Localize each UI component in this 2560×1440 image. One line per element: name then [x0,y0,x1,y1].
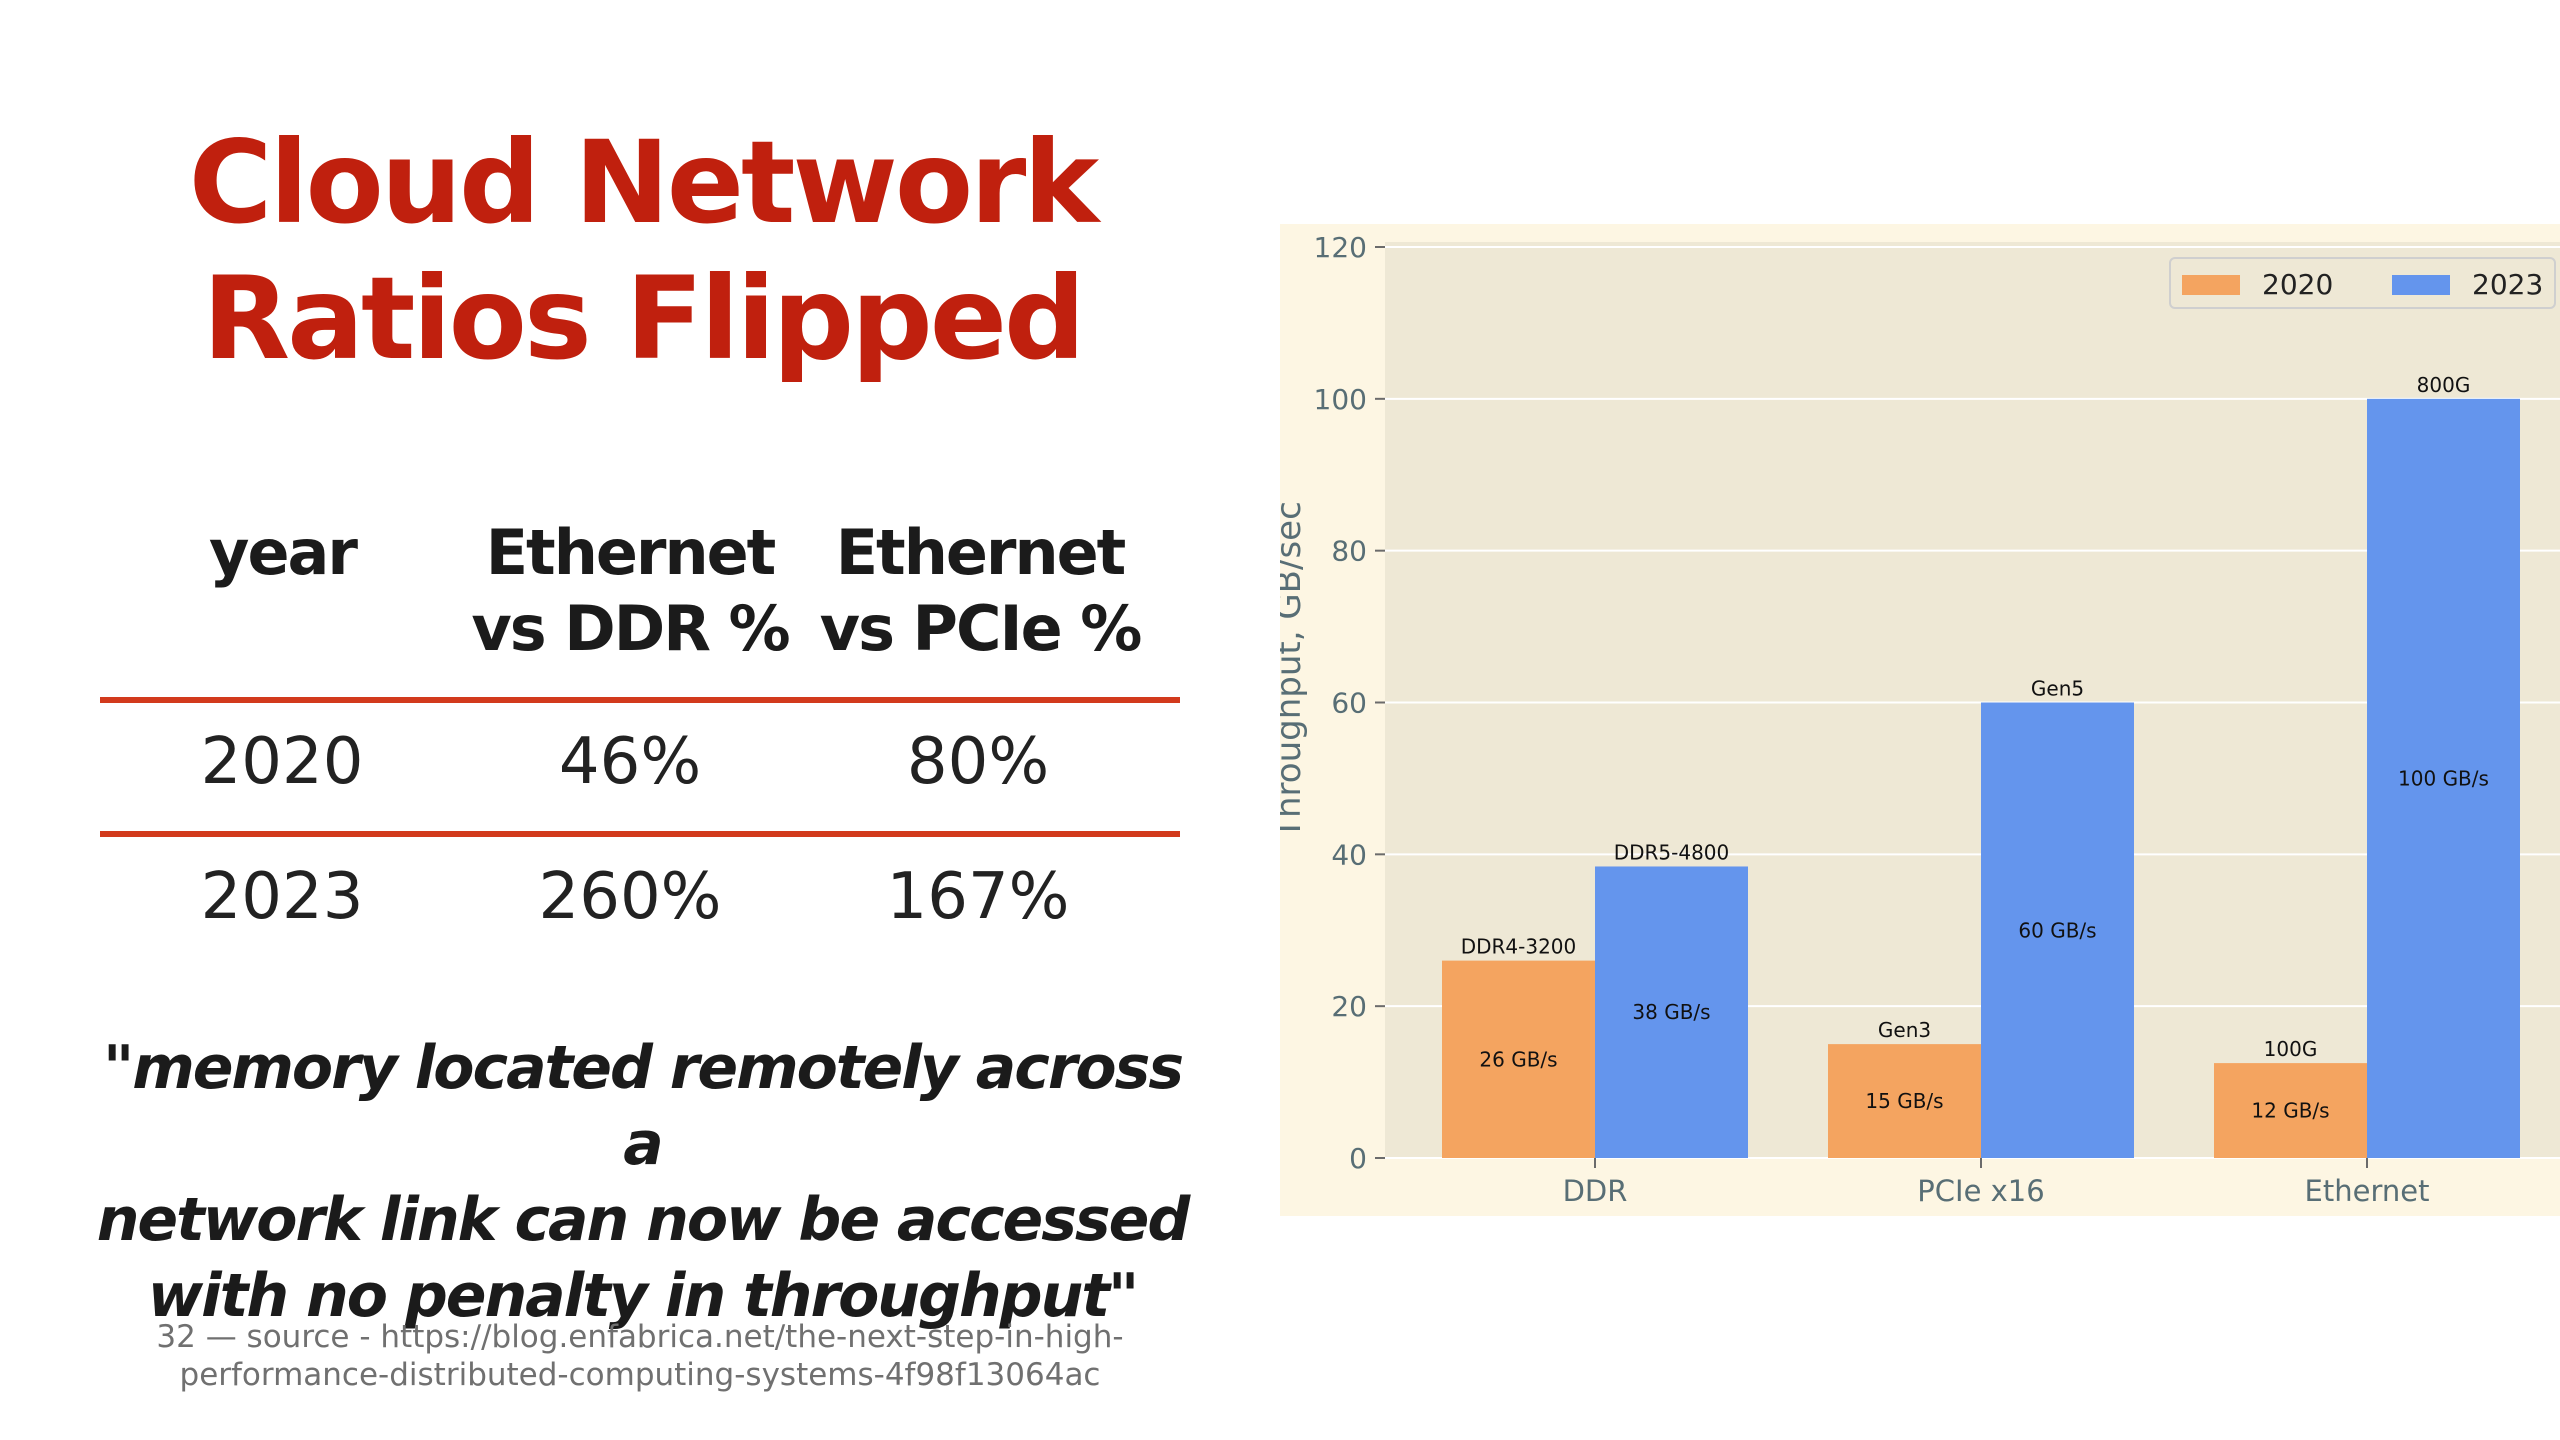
legend-swatch [2392,275,2450,295]
legend-box [2169,257,2556,309]
table-divider [100,697,1180,703]
quote-line-3: with no penalty in throughput" [147,1261,1140,1331]
table-cell-year: 2020 [200,725,364,799]
quote: "memory located remotely across a networ… [80,1030,1205,1334]
slide-title: Cloud Network Ratios Flipped [40,115,1245,387]
table-header-line: Ethernet [485,516,777,589]
bar-2023-ddr [1595,866,1748,1158]
bar-top-label: Gen5 [2031,677,2084,701]
bar-value-label: 26 GB/s [1479,1047,1557,1071]
y-tick-label: 100 [1314,383,1367,416]
quote-line-1: "memory located remotely across a [102,1033,1184,1179]
slide-title-line-1: Cloud Network [188,116,1099,249]
y-tick-label: 80 [1331,535,1367,568]
y-tick-label: 40 [1331,838,1367,871]
table-header-ethernet-vs-ddr: Ethernet vs DDR % [455,515,805,667]
bar-value-label: 15 GB/s [1865,1089,1943,1113]
bar-value-label: 12 GB/s [2251,1099,2329,1123]
legend-swatch [2182,275,2240,295]
source-citation: 32 — source - https://blog.enfabrica.net… [120,1318,1160,1394]
table-header-year: year [140,515,425,591]
y-tick-label: 20 [1331,990,1367,1023]
x-tick-label: PCIe x16 [1917,1174,2044,1208]
table-header-line: Ethernet [835,516,1127,589]
bar-2020-pcie-x16 [1828,1044,1981,1158]
bar-value-label: 38 GB/s [1632,1000,1710,1024]
table-cell-ddr-ratio: 260% [538,860,722,934]
bar-2020-ddr [1442,960,1595,1158]
source-line-2: performance-distributed-computing-system… [179,1357,1101,1393]
bar-2023-pcie-x16 [1981,702,2134,1158]
source-line-1: 32 — source - https://blog.enfabrica.net… [156,1319,1124,1355]
table-header-ethernet-vs-pcie: Ethernet vs PCIe % [810,515,1150,667]
table-cell-pcie-ratio: 80% [906,725,1050,799]
table-header-line: vs PCIe % [819,592,1143,665]
table-cell-pcie-ratio: 167% [886,860,1070,934]
bar-2023-ethernet [2367,398,2520,1158]
y-tick-label: 120 [1314,231,1367,264]
bar-top-label: Gen3 [1878,1018,1931,1042]
x-tick-label: Ethernet [2305,1174,2430,1208]
bar-top-label: 800G [2417,373,2471,397]
y-axis-label: Throughput, GB/sec [1280,501,1309,840]
slide-title-line-2: Ratios Flipped [202,252,1085,385]
y-tick-label: 60 [1331,687,1367,720]
bar-2020-ethernet [2214,1063,2367,1158]
x-tick-label: DDR [1563,1174,1628,1208]
table-header-line: vs DDR % [471,592,790,665]
quote-line-2: network link can now be accessed [96,1185,1191,1255]
table-header-line: year [209,516,358,589]
y-tick-label: 0 [1349,1142,1367,1175]
bar-top-label: DDR5-4800 [1614,840,1730,864]
table-divider [100,831,1180,837]
throughput-chart-svg: 0 20 40 60 80 100 120 Throughput, GB/sec DDR DDR4… [1269,224,2560,1216]
bar-top-label: 100G [2264,1037,2318,1061]
throughput-chart: 0 20 40 60 80 100 120 Throughput, GB/sec DDR DDR4… [1269,224,2560,1216]
bar-value-label: 60 GB/s [2018,918,2096,942]
bar-top-label: DDR4-3200 [1461,935,1577,959]
table-cell-year: 2023 [200,860,364,934]
table-cell-ddr-ratio: 46% [558,725,702,799]
legend-label: 2023 [2472,268,2543,301]
legend-label: 2020 [2262,268,2333,301]
bar-value-label: 100 GB/s [2398,766,2489,790]
